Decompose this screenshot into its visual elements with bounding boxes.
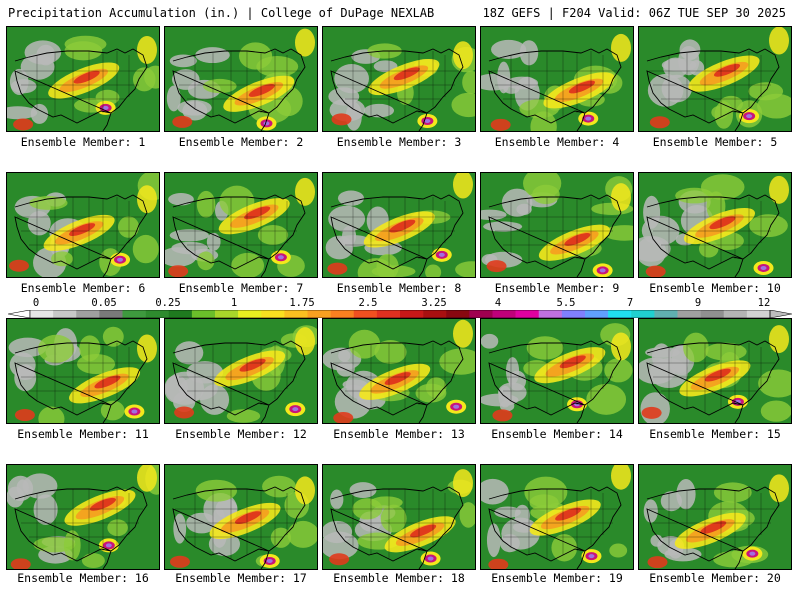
colorbar [8,310,792,318]
ensemble-member-label: Ensemble Member: 15 [649,427,781,441]
ensemble-member-label: Ensemble Member: 13 [333,427,465,441]
ensemble-map-panel [322,318,476,424]
colorbar-swatch [53,310,77,318]
ensemble-map-panel [164,26,318,132]
ensemble-map-panel [638,464,792,570]
ensemble-map-panel [164,464,318,570]
ensemble-member-label: Ensemble Member: 20 [649,571,781,585]
colorbar-swatch [376,310,401,318]
colorbar-swatch [585,310,609,318]
colorbar-swatch [677,310,701,318]
ensemble-member-label: Ensemble Member: 14 [491,427,623,441]
colorbar-tick-label: 0.25 [155,297,181,309]
ensemble-map-panel [6,26,160,132]
ensemble-member-label: Ensemble Member: 9 [494,281,620,295]
colorbar-tick-label: 0 [32,297,40,309]
valid-time: 18Z GEFS | F204 Valid: 06Z TUE SEP 30 20… [482,6,786,20]
ensemble-member-label: Ensemble Member: 5 [652,135,778,149]
ensemble-map-panel [322,464,476,570]
ensemble-member-label: Ensemble Member: 6 [20,281,146,295]
colorbar-swatch [122,310,146,318]
colorbar-tick-label: 7 [626,297,634,309]
colorbar-tick-label: 1 [230,297,238,309]
colorbar-swatch [191,310,216,318]
ensemble-member-label: Ensemble Member: 17 [175,571,307,585]
colorbar-swatch [284,310,308,318]
ensemble-member-label: Ensemble Member: 16 [17,571,149,585]
colorbar-swatch [330,310,355,318]
colorbar-swatch [746,310,771,318]
colorbar-tick-label: 2.5 [358,297,378,309]
ensemble-map-panel [322,26,476,132]
ensemble-member-label: Ensemble Member: 7 [178,281,304,295]
colorbar-swatch [238,310,262,318]
ensemble-map-panel [6,464,160,570]
ensemble-member-label: Ensemble Member: 11 [17,427,149,441]
product-title: Precipitation Accumulation (in.) | Colle… [8,6,435,20]
colorbar-tick-label: 4 [494,297,502,309]
ensemble-map-panel [164,318,318,424]
colorbar-swatch [307,310,331,318]
colorbar-tick-label: 3.25 [421,297,447,309]
colorbar-swatch [446,310,470,318]
colorbar-labels: 0 0.05 0.25 1 1.75 2.5 3.25 4 5.5 7 9 12 [0,297,800,309]
colorbar-swatch [145,310,170,318]
ensemble-member-label: Ensemble Member: 1 [20,135,146,149]
colorbar-tick-label: 9 [694,297,702,309]
ensemble-map-panel [480,464,634,570]
colorbar-swatch [700,310,725,318]
colorbar-swatch [99,310,123,318]
ensemble-member-label: Ensemble Member: 2 [178,135,304,149]
colorbar-swatch [261,310,285,318]
colorbar-swatch [654,310,678,318]
colorbar-tick-label: 1.75 [289,297,315,309]
ensemble-member-label: Ensemble Member: 4 [494,135,620,149]
ensemble-map-panel [6,172,160,278]
ensemble-member-label: Ensemble Member: 12 [175,427,307,441]
colorbar-tick-label: 0.05 [91,297,117,309]
colorbar-swatch [76,310,100,318]
colorbar-swatch [515,310,540,318]
colorbar-swatch [469,310,493,318]
colorbar-swatch [353,310,378,318]
colorbar-swatch [492,310,516,318]
ensemble-map-panel [164,172,318,278]
ensemble-map-panel [480,26,634,132]
ensemble-map-panel [638,172,792,278]
ensemble-map-panel [322,172,476,278]
colorbar-swatch [30,310,54,318]
colorbar-swatch [723,310,748,318]
colorbar-swatch [631,310,655,318]
header: Precipitation Accumulation (in.) | Colle… [0,0,800,26]
ensemble-member-label: Ensemble Member: 18 [333,571,465,585]
colorbar-tick-label: 5.5 [556,297,576,309]
colorbar-swatch [215,310,239,318]
colorbar-swatch [538,310,563,318]
colorbar-tick-label: 12 [757,297,771,309]
ensemble-map-panel [638,318,792,424]
ensemble-map-panel [638,26,792,132]
ensemble-map-panel [480,318,634,424]
ensemble-member-label: Ensemble Member: 19 [491,571,623,585]
ensemble-map-panel [6,318,160,424]
colorbar-swatch [400,310,424,318]
colorbar-swatch [168,310,193,318]
colorbar-swatch [561,310,586,318]
colorbar-swatch [423,310,447,318]
ensemble-member-label: Ensemble Member: 8 [336,281,462,295]
ensemble-member-label: Ensemble Member: 10 [649,281,781,295]
ensemble-map-panel [480,172,634,278]
colorbar-swatch [608,310,632,318]
ensemble-member-label: Ensemble Member: 3 [336,135,462,149]
